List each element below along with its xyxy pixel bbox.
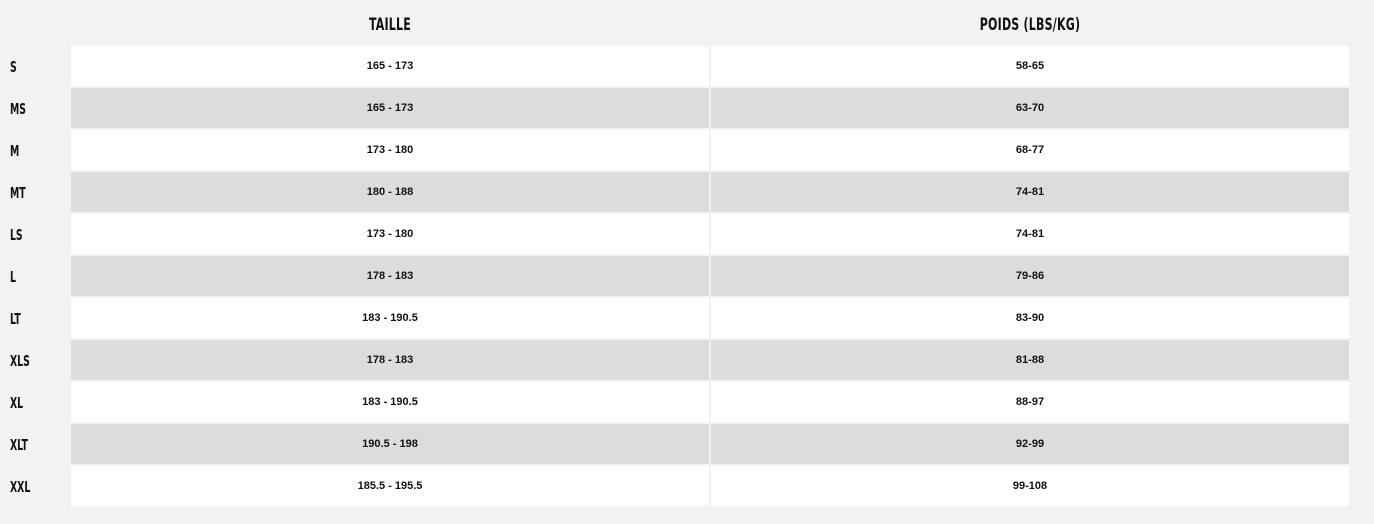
poids-cell: 88-97 [711, 382, 1349, 422]
poids-cell: 74-81 [711, 172, 1349, 212]
poids-cell: 79-86 [711, 256, 1349, 296]
taille-cell: 165 - 173 [71, 46, 709, 86]
taille-cell: 190.5 - 198 [71, 424, 709, 464]
taille-cell: 180 - 188 [71, 172, 709, 212]
taille-cell: 165 - 173 [71, 88, 709, 128]
size-label: XLT [10, 436, 28, 454]
table-row: MS 165 - 173 63-70 [0, 88, 1374, 128]
size-label: XL [10, 394, 24, 412]
taille-cell: 178 - 183 [71, 340, 709, 380]
table-row: XL 183 - 190.5 88-97 [0, 382, 1374, 422]
size-label: MT [10, 184, 26, 202]
table-row: LT 183 - 190.5 83-90 [0, 298, 1374, 338]
size-label: L [10, 268, 16, 286]
poids-cell: 83-90 [711, 298, 1349, 338]
table-row: XXL 185.5 - 195.5 99-108 [0, 466, 1374, 506]
poids-cell: 58-65 [711, 46, 1349, 86]
header-taille: TAILLE [368, 15, 412, 35]
table-row: XLS 178 - 183 81-88 [0, 340, 1374, 380]
poids-cell: 99-108 [711, 466, 1349, 506]
taille-cell: 183 - 190.5 [71, 382, 709, 422]
table-row: S 165 - 173 58-65 [0, 46, 1374, 86]
size-label: LS [10, 226, 23, 244]
size-label: LT [10, 310, 21, 328]
size-label: MS [10, 100, 26, 118]
table-row: XLT 190.5 - 198 92-99 [0, 424, 1374, 464]
size-label: M [10, 142, 20, 160]
table-row: MT 180 - 188 74-81 [0, 172, 1374, 212]
table-row: L 178 - 183 79-86 [0, 256, 1374, 296]
size-label: XXL [10, 478, 31, 496]
table-row: LS 173 - 180 74-81 [0, 214, 1374, 254]
size-label: S [10, 58, 17, 76]
poids-cell: 74-81 [711, 214, 1349, 254]
poids-cell: 92-99 [711, 424, 1349, 464]
poids-cell: 81-88 [711, 340, 1349, 380]
size-label: XLS [10, 352, 30, 370]
taille-cell: 185.5 - 195.5 [71, 466, 709, 506]
header-poids: POIDS (LBS/KG) [979, 15, 1081, 35]
poids-cell: 63-70 [711, 88, 1349, 128]
taille-cell: 173 - 180 [71, 214, 709, 254]
poids-cell: 68-77 [711, 130, 1349, 170]
taille-cell: 183 - 190.5 [71, 298, 709, 338]
table-row: M 173 - 180 68-77 [0, 130, 1374, 170]
taille-cell: 178 - 183 [71, 256, 709, 296]
taille-cell: 173 - 180 [71, 130, 709, 170]
